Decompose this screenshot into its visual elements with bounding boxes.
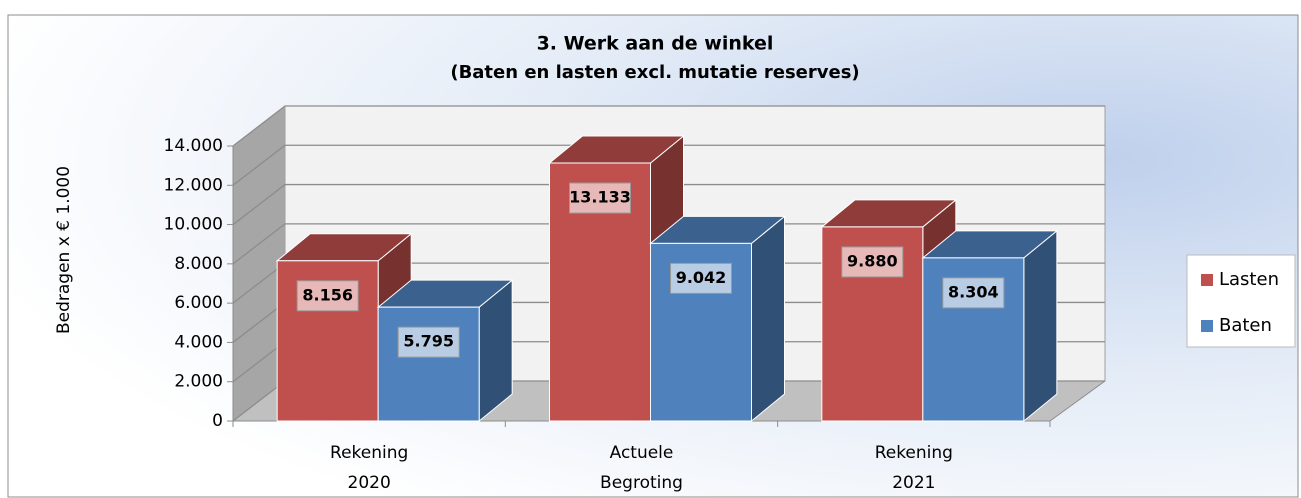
value-label-box [942,277,1005,309]
x-tick-label-line: Rekening [875,443,953,463]
value-label: 5.795 [403,332,454,351]
x-tick-label-line: 2020 [348,473,391,493]
chart-subtitle: (Baten en lasten excl. mutatie reserves) [450,62,859,83]
x-tick-label-line: 2021 [892,473,935,493]
y-tick-label: 6.000 [174,293,223,313]
y-tick-label: 8.000 [174,254,223,274]
y-tick-label: 10.000 [164,215,223,235]
value-label-box [296,280,359,312]
x-tick-label-line: Actuele [610,443,674,463]
value-label: 9.042 [676,268,727,287]
grid-line [232,144,1105,186]
bar [377,306,480,422]
y-tick-label: 4.000 [174,332,223,352]
legend-swatch [1201,320,1213,332]
value-label: 8.156 [302,285,353,304]
value-label-box [397,326,460,358]
x-axis-depth [1049,380,1106,422]
y-tick-label: 14.000 [164,136,223,156]
y-tick-label: 2.000 [174,372,223,392]
value-label-box [670,262,732,294]
x-tick-label-line: Begroting [600,473,683,493]
x-tick-label: Rekening 2021 [875,443,953,493]
grid-line [232,183,1105,226]
x-tick-label: Actuele Begroting [600,443,683,493]
bar-side [1023,229,1058,423]
y-tick-label: 0 [212,411,223,431]
legend-swatch [1201,274,1213,286]
legend-label: Lasten [1219,269,1279,290]
grid-line [232,105,1105,147]
value-label-box [569,182,631,214]
value-label: 9.880 [847,251,898,270]
value-label: 13.133 [569,188,631,207]
legend-label: Baten [1219,315,1272,336]
bar-side [751,215,785,423]
y-tick-label: 12.000 [164,175,223,195]
value-label-box [841,246,904,278]
value-label: 8.304 [948,282,999,301]
chart-title: 3. Werk aan de winkel [537,33,774,55]
y-axis-label: Bedragen x € 1.000 [54,166,74,334]
x-tick-label-line: Rekening [330,443,408,463]
side-wall [233,106,285,421]
x-tick-label: Rekening 2020 [330,443,408,493]
